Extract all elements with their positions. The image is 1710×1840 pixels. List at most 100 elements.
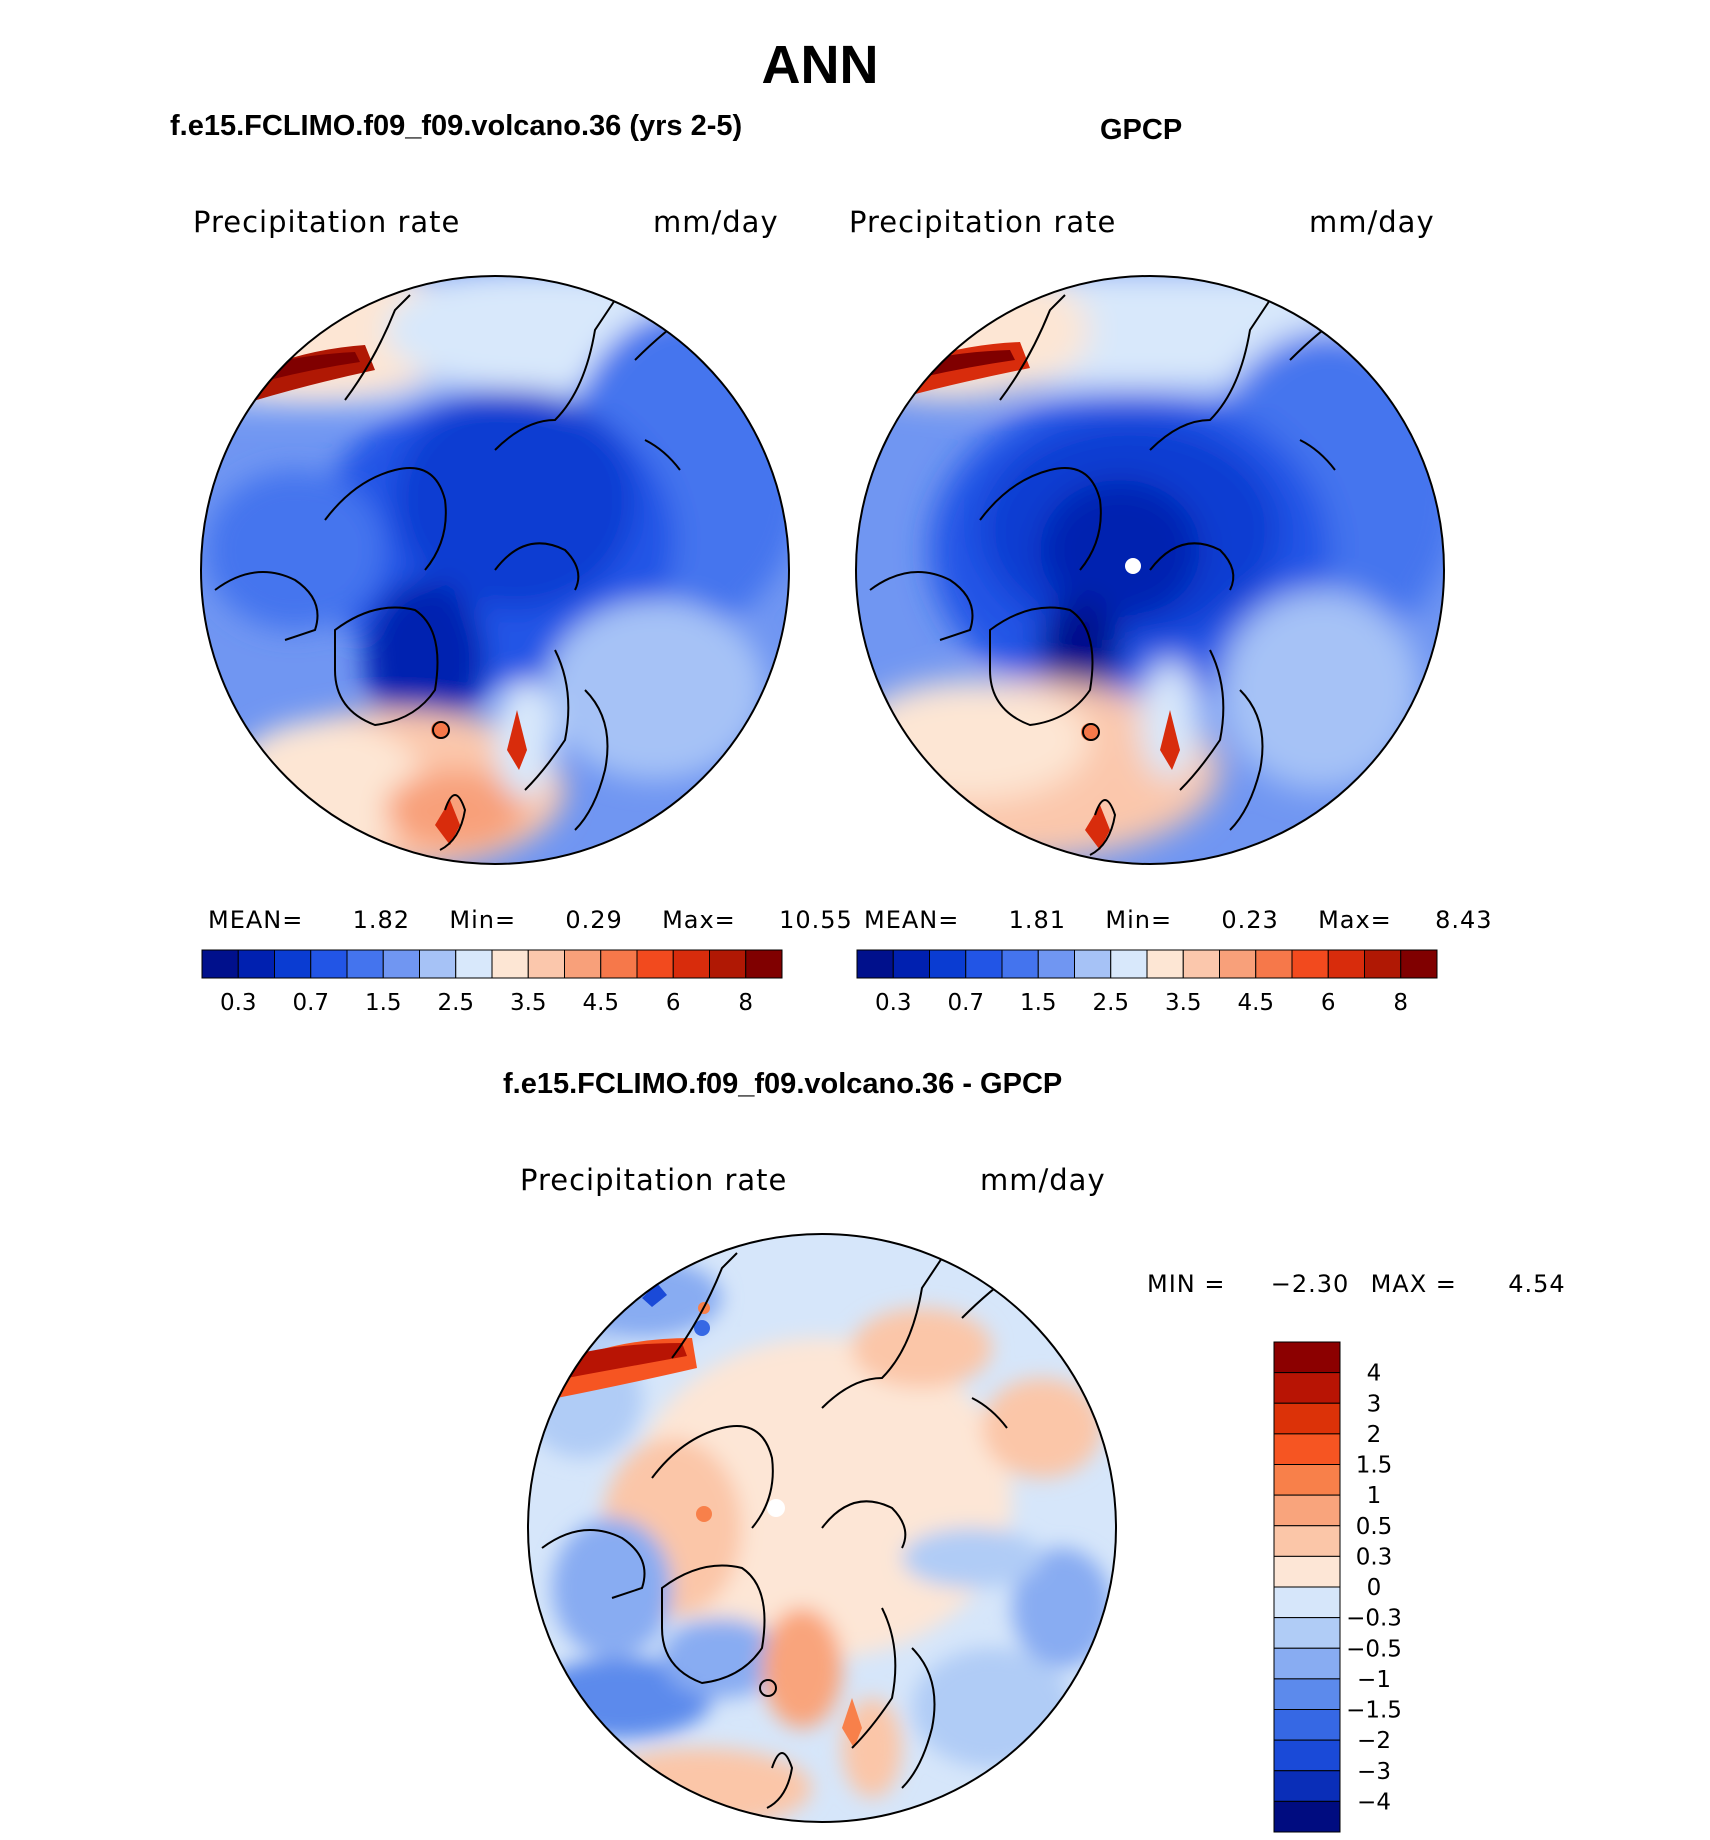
- panel-1-mean: 1.82: [352, 906, 411, 934]
- difference-colorbar-tick-label: 2: [1367, 1422, 1382, 1448]
- difference-title: f.e15.FCLIMO.f09_f09.volcano.36 - GPCP: [503, 1068, 1063, 1100]
- difference-colorbar-swatch: [1273, 1586, 1341, 1619]
- difference-map: [527, 1233, 1117, 1823]
- difference-colorbar-tick-label: 1.5: [1356, 1453, 1393, 1479]
- panel-1-title: f.e15.FCLIMO.f09_f09.volcano.36 (yrs 2-5…: [170, 110, 743, 142]
- panel-1-colorbar-swatch: [201, 949, 239, 979]
- panel-1-colorbar-swatch: [274, 949, 312, 979]
- panel-1-colorbar-swatch: [600, 949, 638, 979]
- panel-2-colorbar-tick-label: 8: [1393, 990, 1408, 1016]
- panel-1-colorbar-tick-label: 4.5: [582, 990, 619, 1016]
- difference-units: mm/day: [980, 1163, 1106, 1197]
- difference-colorbar-swatch: [1273, 1464, 1341, 1496]
- difference-colorbar-tick-label: −3: [1357, 1759, 1391, 1785]
- panel-1-colorbar-swatch: [237, 949, 275, 979]
- panel-2-min-label: Min=: [1105, 906, 1173, 934]
- panel-2-colorbar-swatch: [1037, 949, 1075, 979]
- difference-colorbar-tick-label: 4: [1367, 1361, 1382, 1387]
- panel-2-variable: Precipitation rate: [849, 205, 1117, 239]
- panel-2-colorbar-tick-label: 3.5: [1165, 990, 1202, 1016]
- panel-2-units: mm/day: [1309, 205, 1435, 239]
- panel-1-colorbar-swatch: [455, 949, 493, 979]
- panel-2-colorbar-swatch: [1074, 949, 1112, 979]
- panel-1-stats: MEAN= 1.82 Min= 0.29 Max= 10.55: [208, 906, 853, 934]
- difference-colorbar-swatch: [1273, 1617, 1341, 1649]
- panel-1-max: 10.55: [779, 906, 853, 934]
- panel-2-colorbar-tick-label: 2.5: [1092, 990, 1129, 1016]
- panel-2-colorbar-swatch: [1219, 949, 1257, 979]
- panel-2-colorbar-tick-label: 4.5: [1237, 990, 1274, 1016]
- difference-variable: Precipitation rate: [520, 1163, 788, 1197]
- panel-1-max-label: Max=: [662, 906, 736, 934]
- panel-1-min-label: Min=: [449, 906, 517, 934]
- panel-2-colorbar: 0.3 0.7 1.5 2.5 3.5 4.5 6 8: [856, 949, 1438, 1016]
- difference-stats: MIN = −2.30 MAX = 4.54: [1147, 1270, 1566, 1298]
- panel-1-map: [200, 275, 790, 865]
- panel-2-colorbar-swatch: [1110, 949, 1148, 979]
- panel-1-colorbar-swatch: [382, 949, 420, 979]
- panel-1-colorbar-swatch: [745, 949, 783, 979]
- difference-colorbar-tick-label: −1.5: [1346, 1698, 1402, 1724]
- difference-colorbar-tick-label: −0.5: [1346, 1636, 1402, 1662]
- difference-colorbar-swatch: [1273, 1739, 1341, 1772]
- panel-2-colorbar-swatch: [929, 949, 967, 979]
- panel-2-colorbar-tick-label: 0.3: [875, 990, 912, 1016]
- panel-2-colorbar-tick-label: 6: [1321, 990, 1336, 1016]
- panel-1-colorbar-tick-label: 6: [666, 990, 681, 1016]
- difference-colorbar: 4 3 2 1.5 1 0.5 0.3 0 −0.3 −0.5 −1 −1.5 −2 −3 −4: [1273, 1341, 1402, 1833]
- panel-1-colorbar-swatch: [527, 949, 565, 979]
- panel-2-colorbar-swatch: [1001, 949, 1039, 979]
- panel-2-colorbar-swatch: [1255, 949, 1293, 979]
- panel-2-min: 0.23: [1221, 906, 1279, 934]
- difference-colorbar-tick-label: −0.3: [1346, 1606, 1402, 1632]
- difference-colorbar-swatch: [1273, 1494, 1341, 1527]
- panel-1-colorbar-swatch: [672, 949, 710, 979]
- panel-1-colorbar-swatch: [636, 949, 674, 979]
- difference-colorbar-swatch: [1273, 1678, 1341, 1710]
- difference-colorbar-swatch: [1273, 1647, 1341, 1680]
- panel-1-mean-label: MEAN=: [208, 906, 304, 934]
- panel-1-colorbar: 0.3 0.7 1.5 2.5 3.5 4.5 6 8: [201, 949, 783, 1016]
- difference-colorbar-tick-label: 0: [1367, 1575, 1382, 1601]
- difference-colorbar-swatch: [1273, 1525, 1341, 1557]
- panel-1-colorbar-swatch: [564, 949, 602, 979]
- panel-2-colorbar-swatch: [1291, 949, 1329, 979]
- panel-2-colorbar-swatch: [1182, 949, 1220, 979]
- difference-colorbar-swatch: [1273, 1402, 1341, 1435]
- page-title: ANN: [761, 35, 879, 95]
- panel-2-colorbar-swatch: [1146, 949, 1184, 979]
- panel-1-colorbar-swatch: [491, 949, 529, 979]
- panel-2-colorbar-tick-label: 1.5: [1020, 990, 1057, 1016]
- panel-1-colorbar-swatch: [709, 949, 747, 979]
- panel-2-title: GPCP: [1100, 114, 1183, 146]
- difference-colorbar-swatch: [1273, 1372, 1341, 1404]
- panel-2-map: [855, 275, 1445, 865]
- panel-2-mean: 1.81: [1008, 906, 1067, 934]
- difference-colorbar-swatch: [1273, 1800, 1341, 1833]
- difference-colorbar-tick-label: −4: [1357, 1789, 1391, 1815]
- difference-colorbar-swatch: [1273, 1709, 1341, 1741]
- panel-1-colorbar-swatch: [419, 949, 457, 979]
- panel-2-colorbar-tick-label: 0.7: [947, 990, 984, 1016]
- panel-1-colorbar-tick-label: 3.5: [510, 990, 547, 1016]
- panel-1-colorbar-swatch: [346, 949, 384, 979]
- difference-colorbar-tick-label: 0.3: [1356, 1544, 1393, 1570]
- panel-1-colorbar-tick-label: 0.3: [220, 990, 257, 1016]
- panel-2-colorbar-swatch: [965, 949, 1003, 979]
- panel-2-colorbar-swatch: [1327, 949, 1365, 979]
- difference-colorbar-swatch: [1273, 1770, 1341, 1802]
- panel-2-colorbar-swatch: [892, 949, 930, 979]
- difference-colorbar-swatch: [1273, 1555, 1341, 1588]
- panel-1-variable: Precipitation rate: [193, 205, 461, 239]
- difference-min: −2.30: [1270, 1270, 1350, 1298]
- panel-1-colorbar-tick-label: 8: [738, 990, 753, 1016]
- difference-max-label: MAX =: [1370, 1270, 1457, 1298]
- difference-colorbar-tick-label: 0.5: [1356, 1514, 1393, 1540]
- panel-2-colorbar-swatch: [1364, 949, 1402, 979]
- difference-colorbar-tick-label: 3: [1367, 1391, 1382, 1417]
- panel-2-colorbar-swatch: [1400, 949, 1438, 979]
- difference-colorbar-tick-label: −2: [1357, 1728, 1391, 1754]
- panel-1-colorbar-tick-label: 1.5: [365, 990, 402, 1016]
- panel-2-max-label: Max=: [1318, 906, 1392, 934]
- difference-colorbar-swatch: [1273, 1341, 1341, 1374]
